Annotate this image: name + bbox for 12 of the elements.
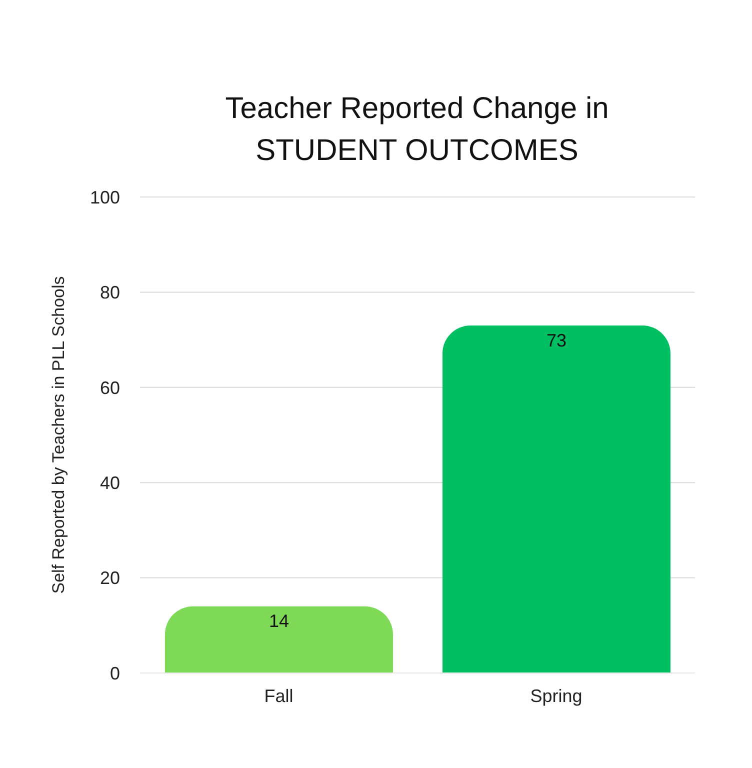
data-label: 73 — [546, 330, 566, 350]
y-tick-label: 100 — [90, 187, 120, 208]
data-label: 14 — [268, 611, 289, 632]
y-axis-title: Self Reported by Teachers in PLL Schools — [49, 276, 68, 594]
x-tick-label: Fall — [264, 686, 294, 706]
y-tick-label: 0 — [110, 663, 120, 684]
y-tick-label: 80 — [100, 282, 120, 303]
y-tick-label: 40 — [100, 472, 120, 493]
y-tick-label: 20 — [100, 568, 120, 588]
chart-title: Teacher Reported Change in STUDENT OUTCOMES — [224, 91, 610, 169]
y-tick-label: 60 — [100, 378, 120, 398]
x-tick-label: Spring — [530, 686, 582, 706]
